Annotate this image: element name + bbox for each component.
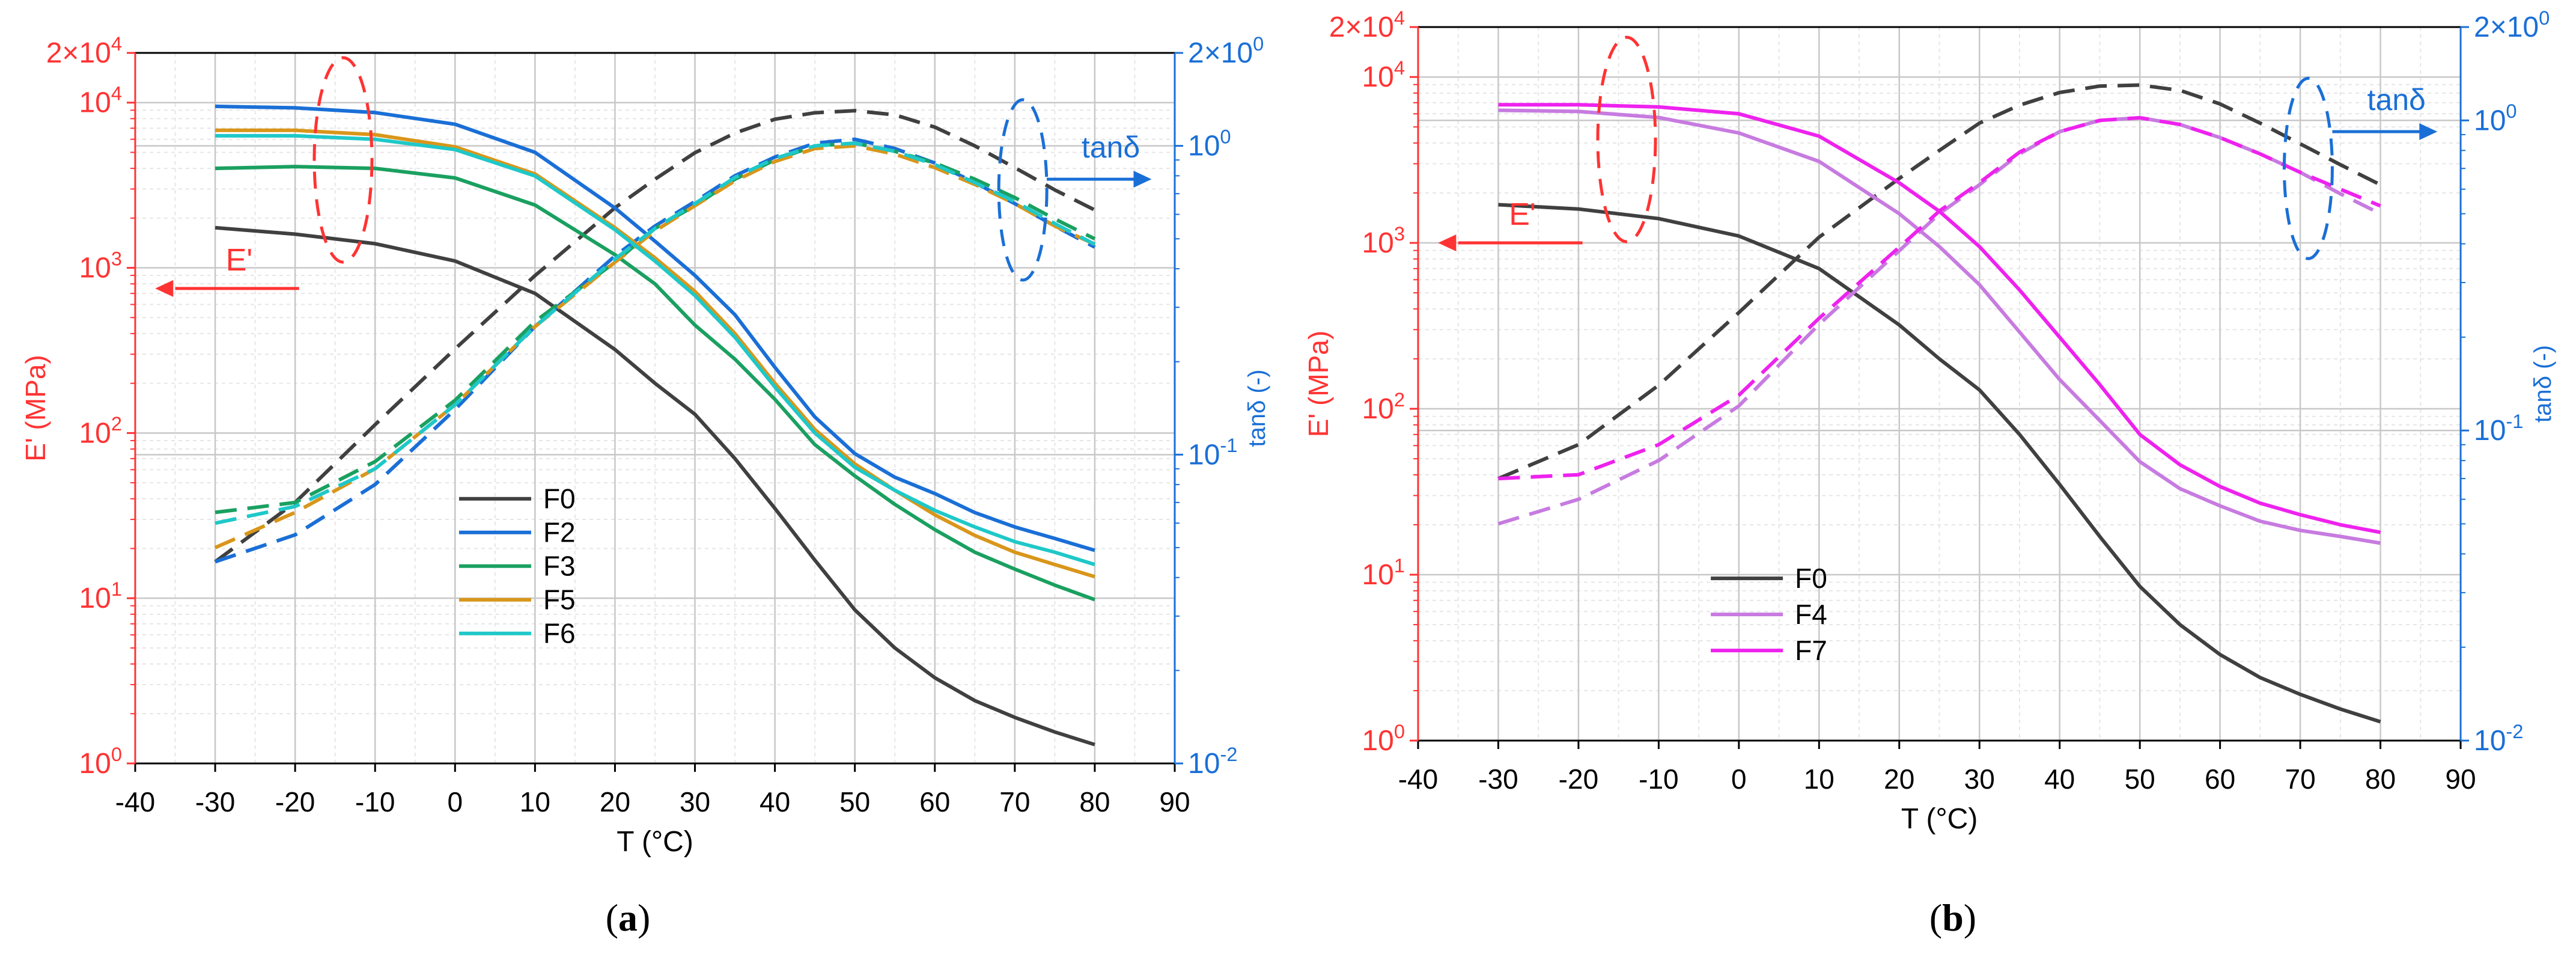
series-line-E-F7 [1498,103,2381,534]
x-tick-label: 30 [680,786,710,818]
legend-label-F3: F3 [543,551,576,582]
tan-delta-arrow-head [1133,171,1152,188]
legend: F0 F4 F7 [1711,563,1827,666]
x-tick-label: -20 [1559,763,1598,795]
legend-label-F0: F0 [1795,563,1827,594]
x-tick-label: -20 [275,786,315,818]
x-tick-label: 90 [2445,763,2476,795]
e-prime-arrow-head [1438,234,1457,252]
y-left-axis-title: E' (MPa) [1303,331,1334,437]
y-left-tick-label: 104 [79,82,122,119]
y-right-tick-label: 10-1 [1188,434,1237,471]
panel-caption-b: (b) [1929,896,1977,939]
y-left-tick-label: 102 [79,412,122,449]
y-right-axis-title: tanδ (-) [2530,345,2556,423]
x-tick-label: 80 [1079,786,1110,818]
legend-label-F7: F7 [1795,635,1827,666]
panel-caption-a: (a) [605,896,651,939]
x-tick-label: 60 [919,786,950,818]
x-tick-label: -30 [1478,763,1518,795]
legend-label-F5: F5 [543,584,576,616]
x-tick-label: -10 [1639,763,1678,795]
x-tick-label: 50 [839,786,870,818]
x-axis-title: T (°C) [617,826,693,858]
y-left-tick-label: 2×104 [46,32,122,69]
x-tick-label: 80 [2365,763,2396,795]
y-left-tick-label: 103 [79,247,122,284]
y-left-tick-label: 102 [1362,388,1405,425]
y-right-tick-label: 10-2 [1188,743,1237,780]
x-tick-label: -10 [355,786,395,818]
e-prime-arrow-head [155,280,174,297]
x-tick-label: 30 [1964,763,1995,795]
e-prime-arrow-label: E' [226,243,253,278]
x-tick-label: 70 [999,786,1030,818]
x-tick-label: 20 [1884,763,1914,795]
tan-delta-arrow-label: tanδ [1082,130,1140,164]
x-tick-label: 50 [2125,763,2155,795]
series-line-E-F0 [215,225,1095,747]
e-prime-ellipse [1596,35,1657,243]
series-line-tan-F0 [214,109,1096,563]
x-tick-label: 0 [1731,763,1747,795]
y-left-tick-label: 101 [1362,554,1405,591]
x-tick-label: 40 [760,786,790,818]
chart-panel-a: -40 -30 -20 -10 0 10 20 30 40 50 60 70 80 90 T (°C) 100… [20,32,1270,858]
tan-delta-arrow-head [2419,123,2438,140]
y-left-tick-label: 101 [79,578,122,614]
series-line-E-F6 [215,133,1095,566]
x-tick-label: 60 [2205,763,2235,795]
legend-label-F4: F4 [1795,599,1827,630]
y-left-tick-label: 100 [1362,720,1405,757]
x-tick-label: -40 [115,786,155,818]
tan-delta-arrow-label: tanδ [2367,83,2426,117]
e-prime-ellipse [312,56,374,264]
x-tick-label: 20 [600,786,630,818]
y-right-tick-label: 2×100 [2474,7,2550,43]
y-right-tick-label: 10-2 [2474,720,2523,757]
y-right-tick-label: 2×100 [1188,32,1264,69]
series-line-E-F2 [215,104,1095,552]
x-tick-label: -40 [1398,763,1438,795]
y-left-tick-label: 103 [1362,222,1405,259]
y-left-axis-title: E' (MPa) [20,355,51,461]
y-right-tick-label: 10-1 [2474,410,2523,447]
x-tick-label: 70 [2285,763,2315,795]
tan-delta-ellipse [997,98,1049,282]
series-line-tan-F6 [215,141,1096,525]
tan-delta-ellipse [2282,76,2334,260]
y-left-tick-label: 100 [79,743,122,780]
series-line-tan-F5 [214,144,1096,549]
series-line-E-F4 [1498,108,2381,545]
x-tick-label: -30 [195,786,235,818]
x-tick-label: 10 [520,786,550,818]
x-tick-label: 10 [1804,763,1835,795]
x-tick-label: 90 [1159,786,1190,818]
chart-panel-b: -40 -30 -20 -10 0 10 20 30 40 50 60 70 80 90 T (°C) 100… [1303,7,2556,835]
x-tick-label: 0 [448,786,463,818]
series-line-tan-F0 [1497,83,2381,480]
legend-label-F2: F2 [543,517,576,548]
y-left-tick-label: 104 [1362,57,1405,93]
y-right-tick-label: 100 [1188,125,1231,162]
series-line-tan-F7 [1498,115,2381,481]
y-right-axis-title: tanδ (-) [1244,370,1270,447]
e-prime-arrow-label: E' [1509,197,1536,232]
series-line-E-F5 [215,128,1095,579]
y-right-tick-label: 100 [2474,100,2517,136]
x-axis-title: T (°C) [1901,803,1978,835]
series-line-E-F0 [1498,203,2381,724]
series-line-E-F3 [215,165,1095,602]
legend-label-F6: F6 [543,618,576,649]
y-left-tick-label: 2×104 [1329,7,1405,43]
x-tick-label: 40 [2044,763,2075,795]
legend-label-F0: F0 [543,483,576,515]
